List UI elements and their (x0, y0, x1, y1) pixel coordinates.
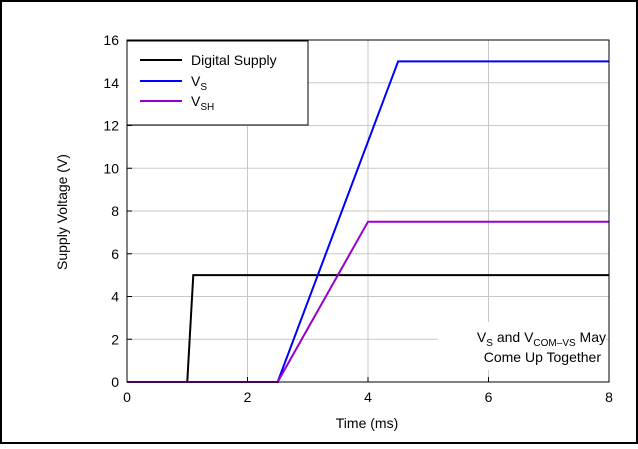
y-tick-label: 4 (111, 289, 119, 305)
y-tick-label: 8 (111, 203, 119, 219)
legend-label-vsh-main: V (191, 93, 201, 109)
annotation: VS and VCOM–VS May Come Up Together (438, 322, 606, 370)
annotation-bg (438, 322, 606, 370)
x-tick-label: 0 (123, 389, 131, 405)
annotation-line2: Come Up Together (484, 349, 602, 365)
annotation-line1: VS and VCOM–VS May (477, 329, 606, 349)
y-tick-label: 12 (103, 118, 119, 134)
legend-label-vs: VS (191, 73, 207, 93)
y-tick-label: 6 (111, 246, 119, 262)
x-tick-label: 6 (485, 389, 493, 405)
legend: Digital Supply VS VSH (126, 40, 309, 126)
y-tick-label: 2 (111, 331, 119, 347)
axis-ticks: 0 2 4 6 8 0 2 4 6 8 10 12 14 16 (103, 32, 613, 405)
legend-label-digital: Digital Supply (191, 52, 277, 68)
legend-label-vsh: VSH (191, 93, 214, 113)
y-tick-label: 0 (111, 374, 119, 390)
y-axis-label: Supply Voltage (V) (54, 154, 70, 270)
y-tick-label: 10 (103, 160, 119, 176)
legend-label-vs-main: V (191, 73, 201, 89)
legend-label-vsh-sub: SH (200, 102, 214, 113)
x-tick-label: 2 (244, 389, 252, 405)
legend-label-vs-sub: S (200, 82, 207, 93)
y-tick-label: 16 (103, 32, 119, 48)
y-tick-label: 14 (103, 75, 119, 91)
x-tick-label: 8 (605, 389, 613, 405)
x-tick-label: 4 (364, 389, 372, 405)
x-axis-label: Time (ms) (336, 415, 398, 431)
legend-box (126, 40, 309, 126)
